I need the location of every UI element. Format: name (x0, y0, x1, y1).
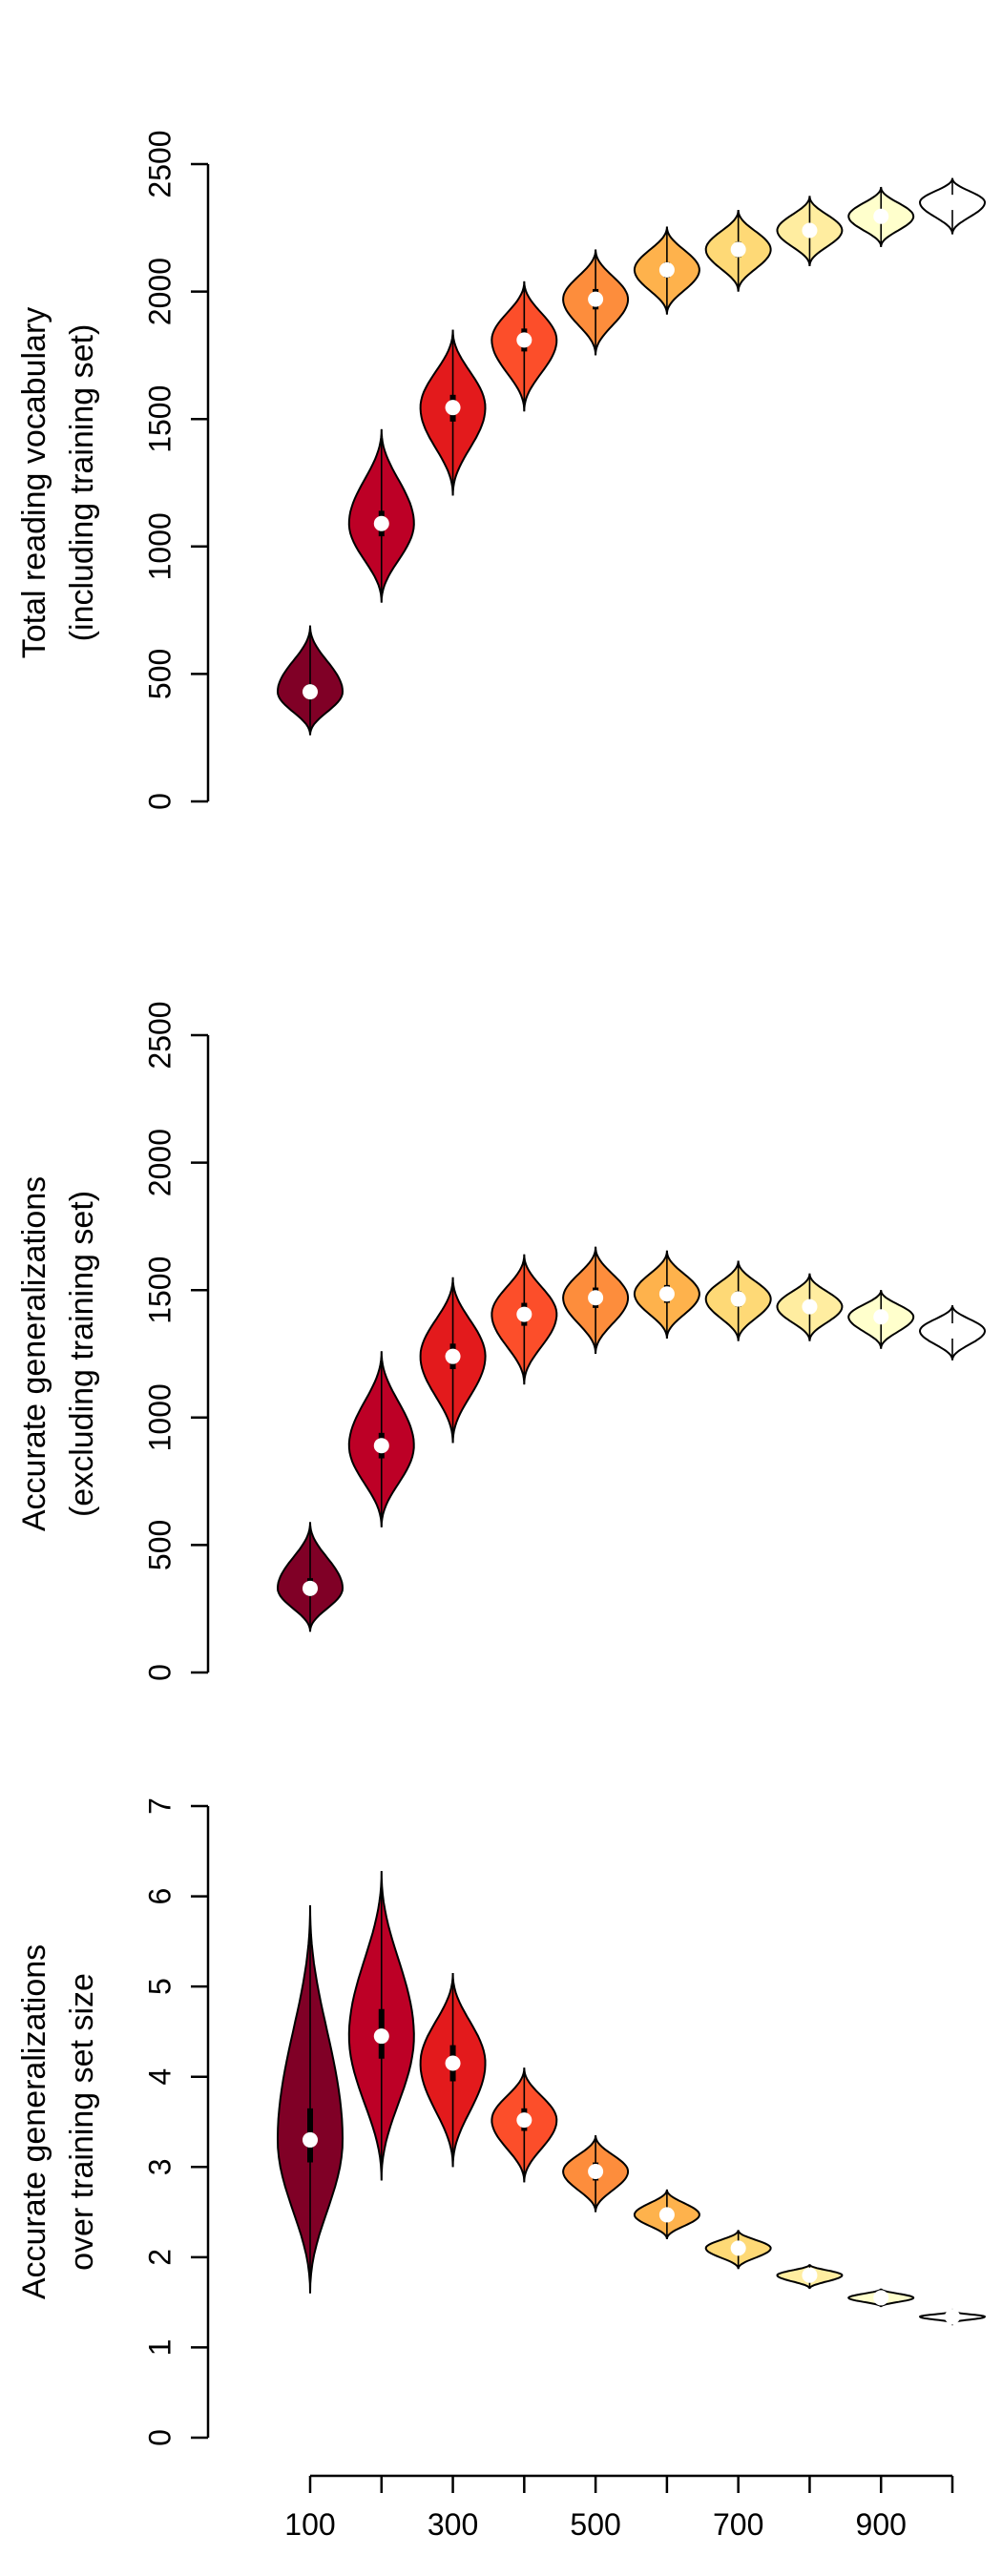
violin-median-point (303, 684, 318, 700)
violin-500 (562, 249, 630, 356)
x-tick-label: 900 (856, 2507, 907, 2542)
violin-median-point (730, 2240, 746, 2256)
violin-1000 (919, 2308, 986, 2327)
violin-1000 (918, 177, 987, 235)
violin-400 (491, 280, 558, 412)
violin-600 (633, 2189, 700, 2239)
y-tick-label: 2500 (142, 1001, 177, 1069)
violin-median-point (373, 1438, 389, 1454)
y-tick-label: 4 (142, 2068, 177, 2086)
violin-100 (276, 1522, 344, 1632)
y-tick-label: 2000 (142, 1129, 177, 1196)
y-tick-label: 500 (142, 1520, 177, 1570)
violin-median-point (516, 332, 532, 348)
panel-generalizations-ratio: 0 1 2 3 4 5 6 7 Accurate generalizations over tra… (16, 1797, 986, 2446)
violin-800 (776, 196, 844, 267)
violin-median-point (873, 2290, 889, 2306)
violin-800 (776, 1273, 844, 1341)
violin-700 (704, 1260, 772, 1341)
violin-100 (276, 625, 344, 736)
y-tick-label: 2 (142, 2249, 177, 2266)
violin-median-point (945, 1322, 960, 1339)
x-tick-label: 700 (713, 2507, 763, 2542)
y-axis-title-line-2: (including training set) (64, 324, 100, 642)
violin-median-point (730, 1291, 746, 1307)
violin-700 (704, 210, 772, 292)
violin-900 (847, 186, 915, 247)
y-axis-title-line-2: (excluding training set) (64, 1191, 100, 1517)
violin-median-point (730, 241, 746, 258)
violin-400 (491, 1254, 558, 1385)
y-axis-title-line-1: Total reading vocabulary (16, 307, 52, 659)
violin-200 (347, 1351, 415, 1527)
y-tick-label: 0 (142, 1664, 177, 1681)
violin-median-point (445, 1348, 461, 1364)
y-tick-label: 0 (142, 793, 177, 810)
y-tick-label: 7 (142, 1797, 177, 1815)
violin-900 (847, 2288, 915, 2308)
violin-median-point (445, 2055, 461, 2071)
violin-300 (419, 1277, 487, 1444)
violin-median-point (658, 261, 675, 278)
y-axis-title-line-2: over training set size (64, 1973, 100, 2271)
violin-median-point (303, 2131, 318, 2148)
violin-700 (704, 2230, 772, 2270)
y-tick-label: 1 (142, 2339, 177, 2357)
x-tick-label: 300 (428, 2507, 478, 2542)
violin-median-point (873, 1309, 889, 1325)
y-tick-label: 500 (142, 649, 177, 699)
violin-median-point (802, 2267, 818, 2283)
violin-400 (491, 2067, 558, 2183)
violin-median-point (658, 1286, 675, 1302)
panel-total-vocabulary: 0 500 1000 1500 2000 2500 Total reading vocabu… (16, 130, 987, 810)
y-tick-label: 6 (142, 1888, 177, 1905)
x-tick-label: 100 (284, 2507, 335, 2542)
violin-1000 (918, 1305, 987, 1361)
violin-median-point (303, 1580, 318, 1596)
y-tick-label: 1000 (142, 512, 177, 580)
violin-median-point (445, 400, 461, 416)
violin-median-point (588, 1290, 604, 1306)
violin-300 (419, 329, 487, 496)
violin-median-point (516, 1306, 532, 1322)
y-tick-label: 5 (142, 1978, 177, 1995)
violin-median-point (588, 2164, 604, 2180)
violin-100 (276, 1904, 344, 2294)
violin-500 (562, 2135, 630, 2212)
y-tick-label: 1500 (142, 1257, 177, 1324)
y-tick-label: 1500 (142, 385, 177, 453)
violin-600 (633, 1250, 700, 1340)
y-tick-label: 2500 (142, 130, 177, 197)
y-axis-title-line-1: Accurate generalizations (16, 1176, 52, 1531)
violin-300 (419, 1972, 487, 2168)
y-tick-label: 3 (142, 2158, 177, 2175)
violin-median-point (802, 222, 818, 239)
violin-500 (562, 1246, 630, 1355)
violin-900 (847, 1290, 915, 1349)
y-tick-label: 1000 (142, 1383, 177, 1451)
violin-200 (347, 1871, 415, 2181)
violin-median-point (945, 2309, 960, 2325)
y-tick-label: 2000 (142, 258, 177, 325)
violin-median-point (373, 2028, 389, 2045)
y-tick-label: 0 (142, 2429, 177, 2446)
violin-median-point (516, 2112, 532, 2129)
x-tick-label: 500 (570, 2507, 620, 2542)
violin-median-point (802, 1298, 818, 1315)
violin-200 (347, 428, 415, 603)
violin-median-point (658, 2207, 675, 2223)
violin-600 (633, 226, 700, 315)
violin-median-point (873, 208, 889, 224)
violin-median-point (588, 291, 604, 307)
y-axis-title-line-1: Accurate generalizations (16, 1944, 52, 2299)
panel-generalizations-excluding: 0 500 1000 1500 2000 2500 Accurate generalizat… (16, 1001, 987, 1681)
violin-800 (776, 2264, 844, 2290)
violin-median-point (945, 195, 960, 211)
x-axis: 100 300 500 700 900 (284, 2474, 954, 2542)
violin-median-point (373, 515, 389, 531)
